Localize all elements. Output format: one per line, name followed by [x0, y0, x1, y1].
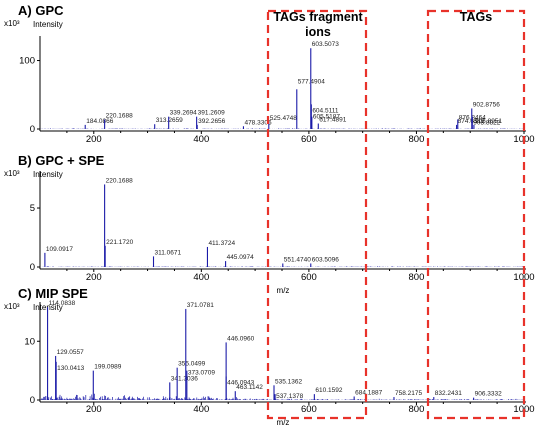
- x-tick-label: 1000: [513, 272, 534, 283]
- peak-label: 129.0557: [57, 349, 84, 356]
- peak-label: 758.2175: [395, 390, 422, 397]
- y-tick-label: 100: [19, 56, 35, 67]
- peak-label: 114.0838: [49, 300, 76, 307]
- peak-label: 392.2656: [198, 118, 225, 125]
- peak-label: 478.3306: [244, 119, 271, 126]
- x-tick-label: 200: [86, 272, 102, 283]
- tags-label: TAGs: [460, 10, 492, 24]
- x-tick-label: 200: [86, 404, 102, 415]
- baseline-noise: [42, 266, 525, 267]
- peak-label: 535.1362: [275, 378, 302, 385]
- y-tick-label: 0: [30, 262, 35, 273]
- peak-label: 411.3724: [208, 240, 235, 247]
- panel-3: C) MIP SPEx10³Intensity01020040060080010…: [4, 286, 535, 427]
- panel-title: B) GPC + SPE: [18, 153, 105, 168]
- y-unit-label: x10³: [4, 169, 20, 178]
- tags-box: [426, 9, 526, 420]
- peak-label: 832.2431: [435, 390, 462, 397]
- peak-label: 610.1592: [315, 387, 342, 394]
- peak-label: 339.2694: [170, 110, 197, 117]
- panel-title: C) MIP SPE: [18, 286, 88, 301]
- y-tick-label: 5: [30, 203, 35, 214]
- peak-label: 341.3036: [171, 375, 198, 382]
- x-tick-label: 800: [409, 404, 425, 415]
- peak-label: 220.1688: [106, 112, 133, 119]
- x-tick-label: 800: [409, 134, 425, 145]
- x-axis-label: m/z: [277, 286, 290, 295]
- highlight-boxes: [266, 9, 526, 420]
- y-unit-label: x10³: [4, 302, 20, 311]
- panel-title: A) GPC: [18, 3, 64, 18]
- peak-label: 551.4740: [284, 256, 311, 263]
- peak-label: 199.0989: [94, 364, 121, 371]
- x-tick-label: 200: [86, 134, 102, 145]
- x-tick-label: 600: [301, 404, 317, 415]
- peak-label: 605.5187: [313, 114, 340, 121]
- y-tick-label: 0: [30, 124, 35, 135]
- peak-label: 463.1142: [236, 384, 263, 391]
- peak-label: 684.1887: [355, 389, 382, 396]
- peak-label: 603.5073: [312, 41, 339, 48]
- y-tick-label: 10: [24, 336, 35, 347]
- peak-label: 130.0413: [57, 365, 84, 372]
- peak-label: 537.1378: [276, 393, 303, 400]
- peak-label: 373.0709: [188, 370, 215, 377]
- peak-label: 391.2609: [198, 110, 225, 117]
- peak-label: 604.5111: [312, 107, 339, 114]
- peak-label: 445.0974: [227, 254, 254, 261]
- fragment-label-line1: TAGs fragment: [273, 10, 363, 24]
- peak-label: 446.0960: [227, 335, 254, 342]
- baseline-noise: [40, 128, 524, 129]
- y-axis-label: Intensity: [33, 20, 63, 29]
- peak-label: 220.1688: [106, 177, 133, 184]
- x-tick-label: 400: [193, 134, 209, 145]
- peak-label: 902.8756: [473, 101, 500, 108]
- x-axis-label: m/z: [277, 418, 290, 427]
- peak-label: 184.0866: [86, 118, 113, 125]
- x-tick-label: 800: [409, 272, 425, 283]
- peak-label: 355.0499: [178, 361, 205, 368]
- x-tick-label: 600: [301, 272, 317, 283]
- peak-label: 371.0781: [187, 302, 214, 309]
- peak-label: 906.8951: [475, 118, 502, 125]
- peak-label: 311.0671: [155, 249, 182, 256]
- y-unit-label: x10³: [4, 19, 20, 28]
- peak-label: 446.0943: [227, 380, 254, 387]
- baseline-noise: [40, 393, 525, 400]
- peak-label: 603.5096: [312, 256, 339, 263]
- x-tick-label: 400: [193, 272, 209, 283]
- tag-fragment-box: [266, 9, 368, 420]
- peak-label: 313.2659: [156, 117, 183, 124]
- peak-label: 617.4891: [319, 117, 346, 124]
- peak-label: 906.3332: [475, 391, 502, 398]
- x-tick-label: 600: [301, 134, 317, 145]
- x-tick-label: 400: [193, 404, 209, 415]
- peak-label: 577.4904: [298, 78, 325, 85]
- peak-label: 221.1720: [106, 239, 133, 246]
- peak-label: 525.4748: [270, 115, 297, 122]
- fragment-label-line2: ions: [305, 25, 331, 39]
- peak-label: 109.0917: [46, 246, 73, 253]
- peak-label: 903.8822: [473, 120, 500, 127]
- y-tick-label: 0: [30, 395, 35, 406]
- y-axis-label: Intensity: [33, 170, 63, 179]
